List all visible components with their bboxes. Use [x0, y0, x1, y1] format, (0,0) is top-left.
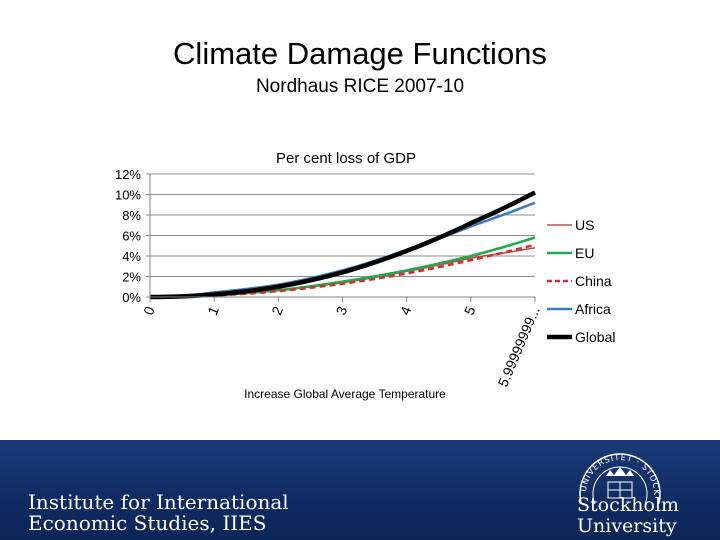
university-name-line2: University	[577, 515, 677, 537]
y-tick-label: 10%	[115, 188, 141, 203]
legend-label: Africa	[575, 301, 611, 317]
y-tick-label: 4%	[122, 249, 141, 264]
y-tick-label: 12%	[115, 167, 141, 182]
institute-name-line2: Economic Studies, IIES	[28, 511, 267, 535]
x-axis-ticks: 0 1 2 3 4 5 5.99999999...	[140, 304, 543, 389]
x-tick-label: 2	[268, 304, 286, 318]
y-tick-label: 0%	[122, 290, 141, 305]
footer-band	[0, 440, 720, 540]
y-tick-label: 6%	[122, 229, 141, 244]
y-axis-ticks: 0% 2% 4% 6% 8% 10% 12%	[115, 167, 141, 305]
legend-label: US	[575, 217, 594, 233]
axes	[146, 173, 536, 302]
university-logo-text: Stockholm University	[577, 495, 679, 537]
damage-chart: Per cent loss of GDP 0% 2% 4% 6% 8% 10% 12% 0 1…	[115, 150, 616, 401]
x-tick-label: 5.99999999...	[495, 304, 543, 389]
x-tick-label: 4	[397, 304, 415, 318]
legend-label: China	[575, 273, 612, 289]
x-tick-label: 1	[204, 304, 222, 318]
legend: US EU China Africa Global	[547, 217, 615, 345]
institute-name-line1: Institute for International	[28, 490, 289, 514]
x-axis-label: Increase Global Average Temperature	[244, 387, 446, 401]
series-line-eu	[149, 236, 536, 299]
university-name-line1: Stockholm	[577, 494, 680, 516]
series-lines	[149, 190, 537, 300]
y-tick-label: 2%	[122, 270, 141, 285]
x-tick-label: 3	[332, 304, 350, 318]
x-tick-label: 5	[461, 304, 479, 318]
university-seal-icon: UNIVERSITET · STOCKHOLM	[573, 446, 661, 504]
institute-logo-text: Institute for International Economic Stu…	[28, 492, 289, 534]
y-tick-label: 8%	[122, 208, 141, 223]
series-line-global	[149, 190, 537, 300]
chart-title: Per cent loss of GDP	[276, 150, 416, 167]
slide-subtitle: Nordhaus RICE 2007-10	[255, 76, 465, 97]
x-tick-label: 0	[140, 304, 158, 318]
slide-title: Climate Damage Functions	[173, 36, 547, 71]
legend-label: Global	[575, 329, 615, 345]
legend-label: EU	[575, 245, 594, 261]
